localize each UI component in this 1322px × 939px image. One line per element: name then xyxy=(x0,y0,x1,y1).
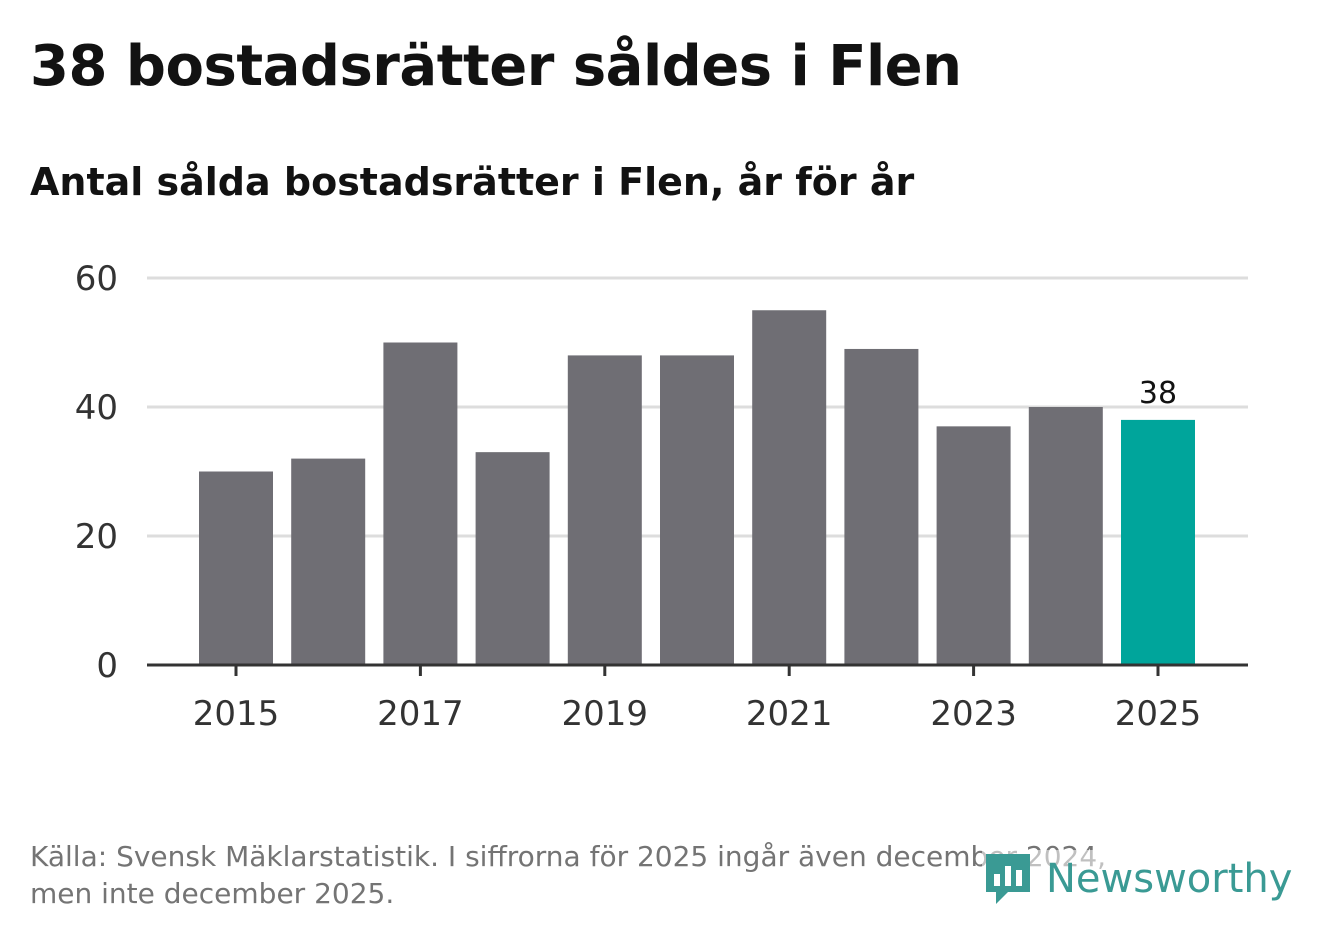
source-line-2: men inte december 2025. xyxy=(30,877,395,910)
chart-subtitle: Antal sålda bostadsrätter i Flen, år för… xyxy=(30,160,915,204)
x-tick-label-2019: 2019 xyxy=(562,694,649,734)
bar-chart: 0 20 40 60 2015 2017 2019 2021 2023 2025 38 xyxy=(75,259,1248,734)
bar-2020 xyxy=(660,355,734,665)
bar-2017 xyxy=(383,342,458,665)
bar-2021 xyxy=(752,310,827,665)
y-tick-label-60: 60 xyxy=(75,259,118,299)
bar-2018 xyxy=(475,452,550,665)
x-tick-label-2021: 2021 xyxy=(746,694,833,734)
bar-2025 xyxy=(1121,419,1195,665)
chart-title: 38 bostadsrätter såldes i Flen xyxy=(30,34,962,99)
x-tick-label-2015: 2015 xyxy=(193,694,280,734)
y-tick-label-40: 40 xyxy=(75,388,118,428)
y-tick-label-0: 0 xyxy=(96,646,118,686)
chart-bubble-icon xyxy=(986,854,1030,904)
source-note: Källa: Svensk Mäklarstatistik. I siffror… xyxy=(30,838,1230,912)
source-line-1: Källa: Svensk Mäklarstatistik. I siffror… xyxy=(30,840,1107,873)
data-label-2025: 38 xyxy=(1139,376,1177,411)
newsworthy-logo: Newsworthy xyxy=(982,850,1293,908)
bar-2022 xyxy=(844,348,919,665)
brand-name: Newsworthy xyxy=(1046,856,1293,902)
labels: 0 20 40 60 2015 2017 2019 2021 2023 2025 38 xyxy=(75,259,1202,734)
bar-2015 xyxy=(199,471,273,665)
x-tick-label-2023: 2023 xyxy=(930,694,1017,734)
bar-2019 xyxy=(567,355,642,665)
x-tick-label-2017: 2017 xyxy=(377,694,464,734)
bar-2024 xyxy=(1028,407,1103,665)
axes xyxy=(147,663,1248,676)
bars xyxy=(199,310,1195,665)
bar-2023 xyxy=(936,426,1011,665)
x-tick-label-2025: 2025 xyxy=(1115,694,1202,734)
y-tick-label-20: 20 xyxy=(75,517,118,557)
bar-2016 xyxy=(291,458,366,665)
